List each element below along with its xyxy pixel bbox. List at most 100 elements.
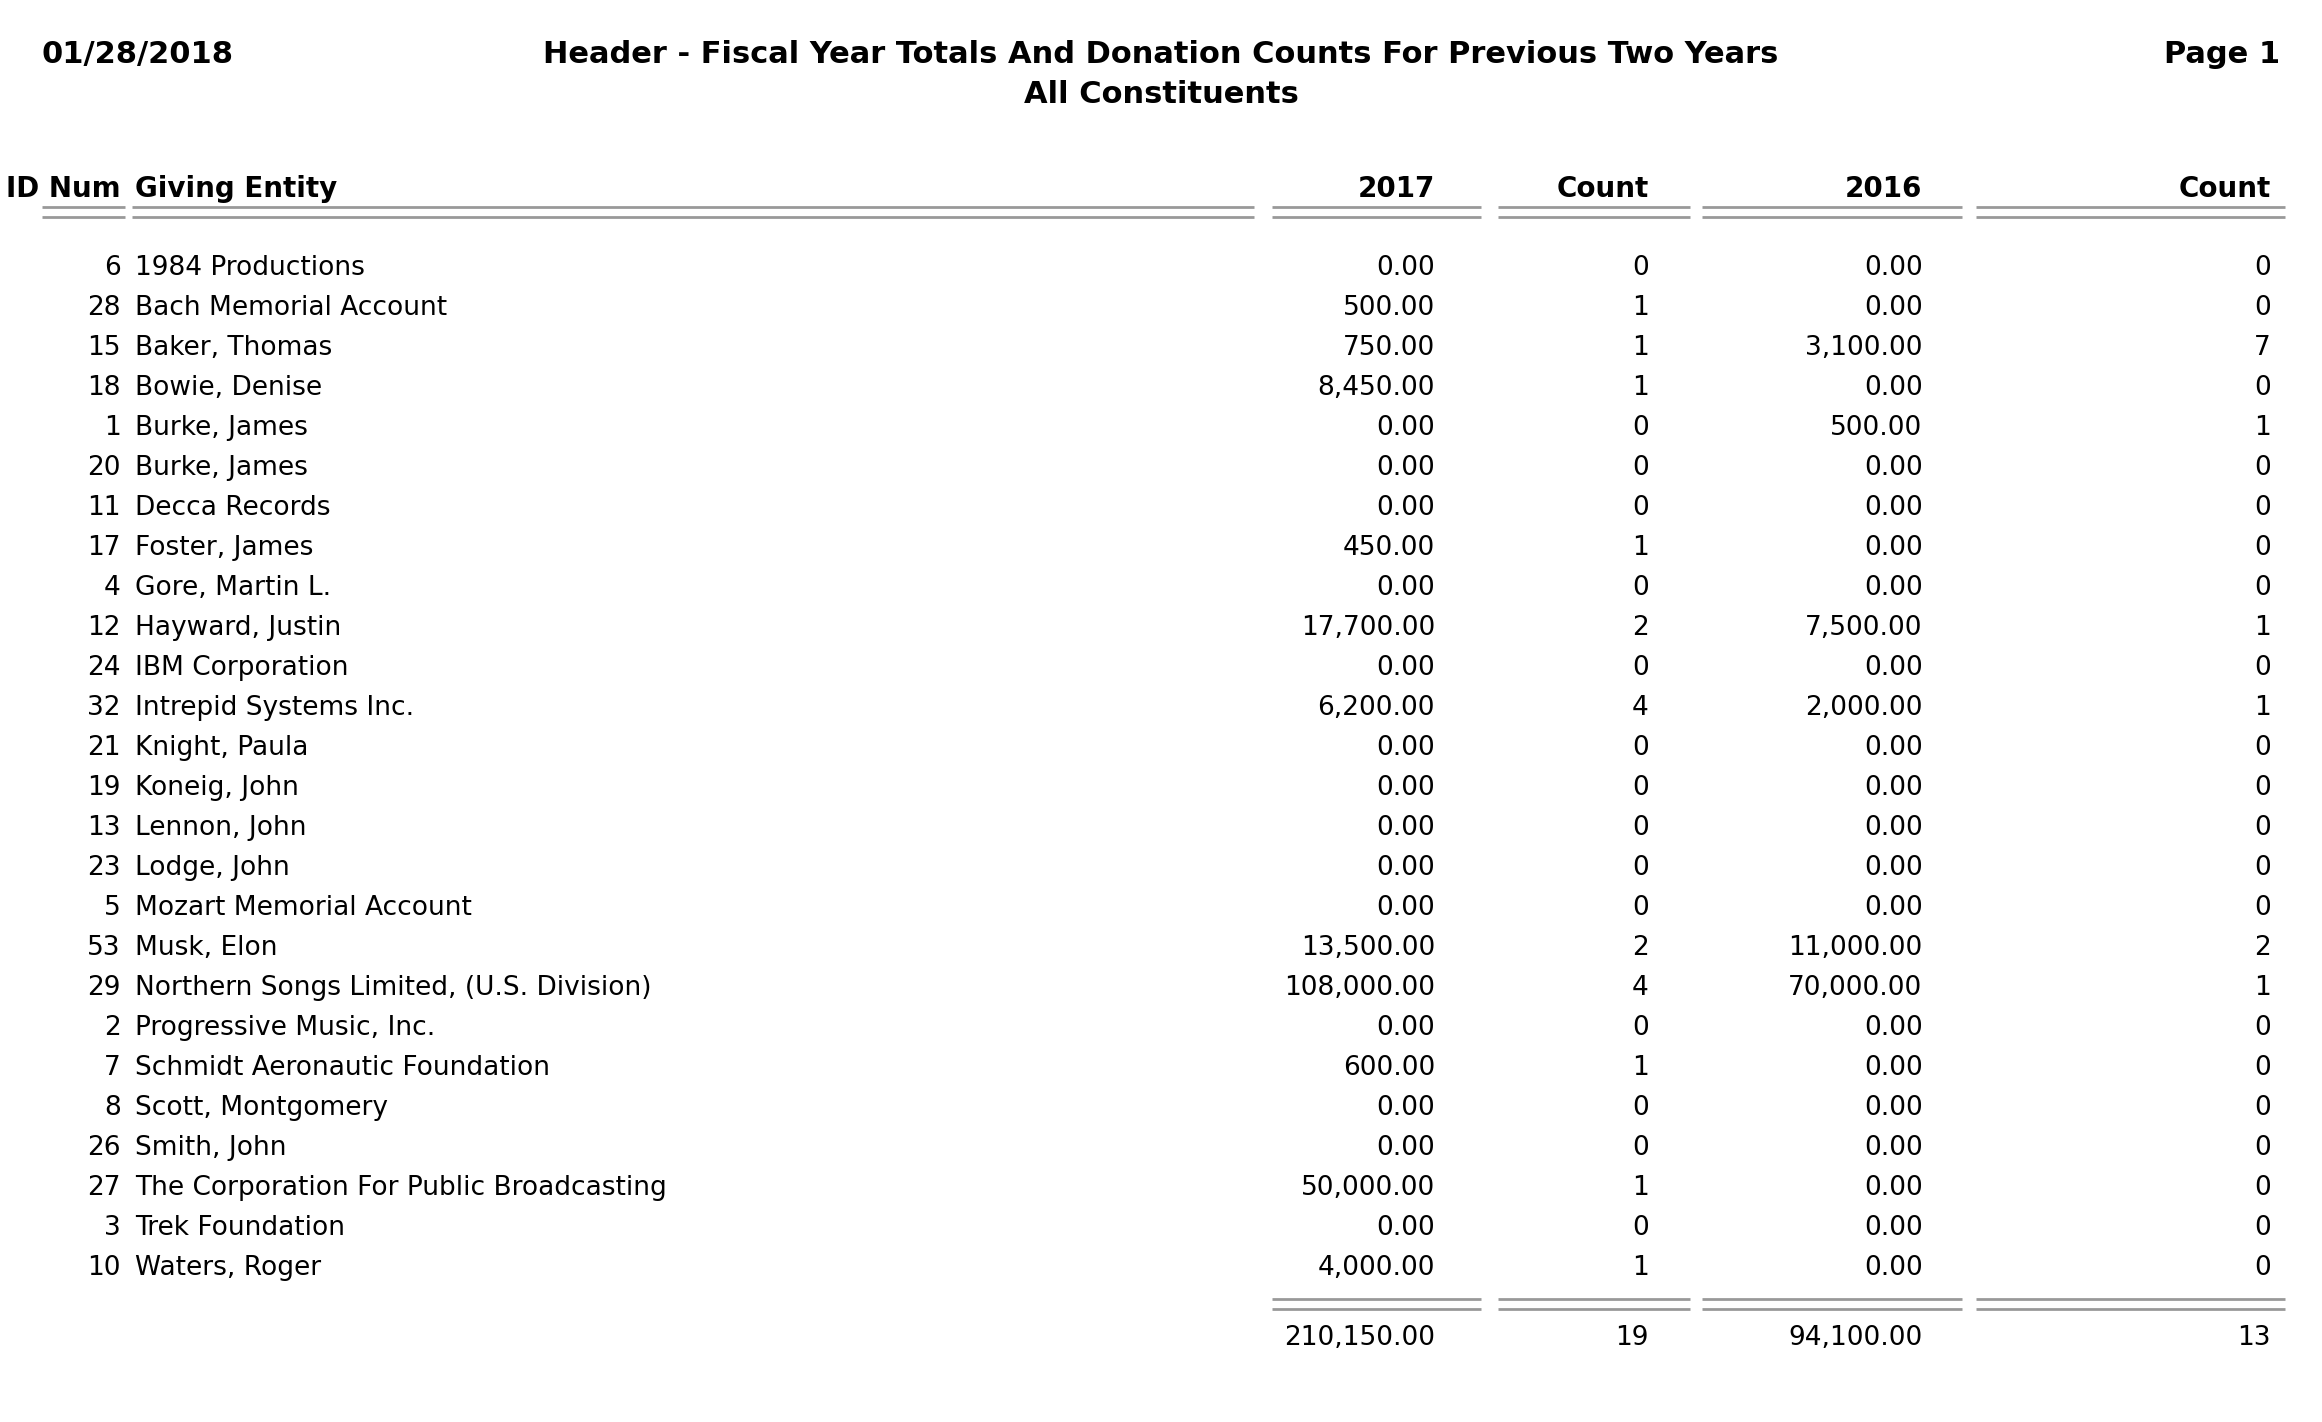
Text: IBM Corporation: IBM Corporation — [135, 656, 348, 681]
Text: 210,150.00: 210,150.00 — [1284, 1325, 1435, 1351]
Text: 0.00: 0.00 — [1377, 815, 1435, 840]
Text: 0.00: 0.00 — [1377, 775, 1435, 801]
Text: 7: 7 — [2255, 336, 2271, 361]
Text: 0.00: 0.00 — [1865, 656, 1923, 681]
Text: 450.00: 450.00 — [1342, 535, 1435, 562]
Text: 0.00: 0.00 — [1377, 255, 1435, 282]
Text: 0.00: 0.00 — [1865, 775, 1923, 801]
Text: 0: 0 — [2255, 1095, 2271, 1121]
Text: 19: 19 — [88, 775, 121, 801]
Text: 13,500.00: 13,500.00 — [1300, 936, 1435, 961]
Text: 0: 0 — [2255, 894, 2271, 921]
Text: 0.00: 0.00 — [1865, 1135, 1923, 1160]
Text: 28: 28 — [88, 294, 121, 321]
Text: Giving Entity: Giving Entity — [135, 175, 337, 203]
Text: 17,700.00: 17,700.00 — [1300, 614, 1435, 641]
Text: 0.00: 0.00 — [1377, 455, 1435, 481]
Text: 0.00: 0.00 — [1377, 1214, 1435, 1241]
Text: 0.00: 0.00 — [1865, 1175, 1923, 1202]
Text: 0.00: 0.00 — [1865, 1214, 1923, 1241]
Text: 0: 0 — [1632, 855, 1649, 882]
Text: 2017: 2017 — [1358, 175, 1435, 203]
Text: 0: 0 — [1632, 735, 1649, 761]
Text: 0.00: 0.00 — [1865, 894, 1923, 921]
Text: 0: 0 — [2255, 855, 2271, 882]
Text: 26: 26 — [88, 1135, 121, 1160]
Text: 0: 0 — [2255, 455, 2271, 481]
Text: Mozart Memorial Account: Mozart Memorial Account — [135, 894, 471, 921]
Text: 18: 18 — [88, 375, 121, 401]
Text: 1: 1 — [1632, 1256, 1649, 1281]
Text: 8,450.00: 8,450.00 — [1317, 375, 1435, 401]
Text: 0: 0 — [2255, 255, 2271, 282]
Text: 0: 0 — [1632, 775, 1649, 801]
Text: 0.00: 0.00 — [1377, 574, 1435, 602]
Text: 15: 15 — [88, 336, 121, 361]
Text: 0: 0 — [2255, 495, 2271, 520]
Text: Page 1: Page 1 — [2164, 40, 2280, 70]
Text: 20: 20 — [88, 455, 121, 481]
Text: Waters, Roger: Waters, Roger — [135, 1256, 320, 1281]
Text: 70,000.00: 70,000.00 — [1788, 975, 1923, 1001]
Text: 0.00: 0.00 — [1377, 415, 1435, 441]
Text: 7: 7 — [104, 1055, 121, 1081]
Text: 21: 21 — [88, 735, 121, 761]
Text: Smith, John: Smith, John — [135, 1135, 286, 1160]
Text: Decca Records: Decca Records — [135, 495, 330, 520]
Text: 4: 4 — [1632, 975, 1649, 1001]
Text: 0.00: 0.00 — [1377, 1015, 1435, 1041]
Text: 0.00: 0.00 — [1377, 1135, 1435, 1160]
Text: 108,000.00: 108,000.00 — [1284, 975, 1435, 1001]
Text: Bowie, Denise: Bowie, Denise — [135, 375, 323, 401]
Text: 0: 0 — [2255, 1135, 2271, 1160]
Text: 1: 1 — [104, 415, 121, 441]
Text: 0: 0 — [1632, 455, 1649, 481]
Text: 0: 0 — [2255, 1055, 2271, 1081]
Text: 23: 23 — [88, 855, 121, 882]
Text: 10: 10 — [88, 1256, 121, 1281]
Text: Burke, James: Burke, James — [135, 455, 307, 481]
Text: 0.00: 0.00 — [1865, 455, 1923, 481]
Text: 94,100.00: 94,100.00 — [1788, 1325, 1923, 1351]
Text: 2: 2 — [104, 1015, 121, 1041]
Text: Knight, Paula: Knight, Paula — [135, 735, 309, 761]
Text: 0: 0 — [2255, 1256, 2271, 1281]
Text: 0.00: 0.00 — [1865, 495, 1923, 520]
Text: 5: 5 — [104, 894, 121, 921]
Text: 4: 4 — [104, 574, 121, 602]
Text: Count: Count — [2178, 175, 2271, 203]
Text: Progressive Music, Inc.: Progressive Music, Inc. — [135, 1015, 434, 1041]
Text: Gore, Martin L.: Gore, Martin L. — [135, 574, 330, 602]
Text: 0.00: 0.00 — [1865, 735, 1923, 761]
Text: 0.00: 0.00 — [1865, 294, 1923, 321]
Text: 01/28/2018: 01/28/2018 — [42, 40, 235, 70]
Text: 0: 0 — [2255, 656, 2271, 681]
Text: 12: 12 — [88, 614, 121, 641]
Text: 500.00: 500.00 — [1830, 415, 1923, 441]
Text: Scott, Montgomery: Scott, Montgomery — [135, 1095, 388, 1121]
Text: 50,000.00: 50,000.00 — [1300, 1175, 1435, 1202]
Text: All Constituents: All Constituents — [1024, 80, 1298, 109]
Text: 0: 0 — [1632, 1095, 1649, 1121]
Text: 2016: 2016 — [1846, 175, 1923, 203]
Text: 7,500.00: 7,500.00 — [1804, 614, 1923, 641]
Text: Intrepid Systems Inc.: Intrepid Systems Inc. — [135, 695, 413, 721]
Text: 0.00: 0.00 — [1377, 1095, 1435, 1121]
Text: 2,000.00: 2,000.00 — [1804, 695, 1923, 721]
Text: 3,100.00: 3,100.00 — [1804, 336, 1923, 361]
Text: 0: 0 — [1632, 656, 1649, 681]
Text: 0.00: 0.00 — [1377, 855, 1435, 882]
Text: 0.00: 0.00 — [1377, 894, 1435, 921]
Text: 0: 0 — [2255, 735, 2271, 761]
Text: 1: 1 — [1632, 1055, 1649, 1081]
Text: 53: 53 — [88, 936, 121, 961]
Text: 17: 17 — [88, 535, 121, 562]
Text: 1: 1 — [1632, 336, 1649, 361]
Text: 0.00: 0.00 — [1865, 815, 1923, 840]
Text: 0: 0 — [2255, 1214, 2271, 1241]
Text: Burke, James: Burke, James — [135, 415, 307, 441]
Text: 24: 24 — [88, 656, 121, 681]
Text: 0: 0 — [1632, 415, 1649, 441]
Text: 0.00: 0.00 — [1865, 1015, 1923, 1041]
Text: 2: 2 — [2255, 936, 2271, 961]
